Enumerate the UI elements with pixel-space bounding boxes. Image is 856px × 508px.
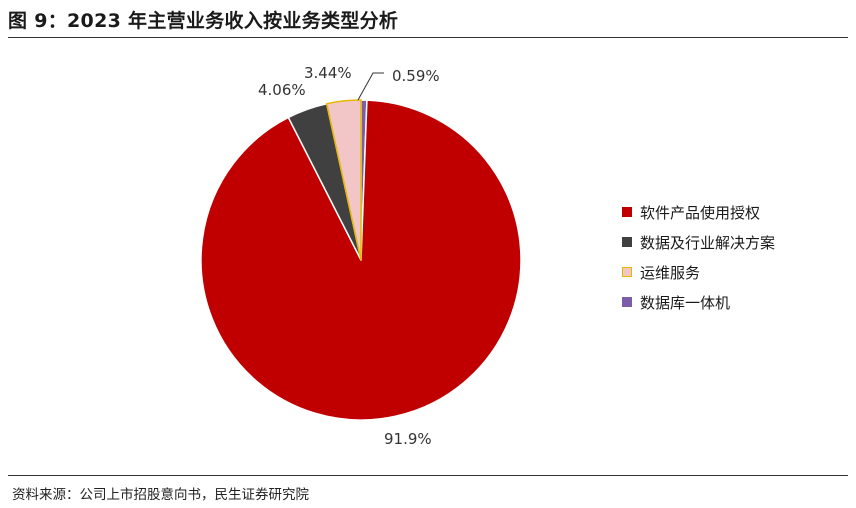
legend-swatch <box>622 297 632 307</box>
data-label: 3.44% <box>304 64 352 82</box>
source-note: 资料来源：公司上市招股意向书，民生证券研究院 <box>12 487 309 503</box>
legend: 软件产品使用授权 数据及行业解决方案 运维服务数据库一体机 <box>622 197 775 317</box>
legend-item: 软件产品使用授权 <box>622 197 775 227</box>
legend-label: 数据库一体机 <box>640 293 731 312</box>
leader-lines <box>357 72 384 101</box>
legend-swatch <box>622 267 632 277</box>
pie-slice-4 <box>325 99 362 261</box>
leader-line <box>357 72 384 101</box>
legend-label: 运维服务 <box>640 263 701 282</box>
legend-label: 软件产品使用授权 <box>640 203 761 222</box>
data-labels: 0.59% 91.9% 4.06%3.44% <box>258 64 440 448</box>
legend-swatch <box>622 237 632 247</box>
data-label: 4.06% <box>258 81 306 99</box>
data-label: 91.9% <box>384 430 432 448</box>
pie-slices <box>200 99 522 421</box>
title-divider <box>8 37 848 38</box>
legend-item: 数据库一体机 <box>622 287 775 317</box>
legend-label: 数据及行业解决方案 <box>640 233 776 252</box>
legend-swatch <box>622 207 632 217</box>
legend-item: 数据及行业解决方案 <box>622 227 775 257</box>
data-label: 0.59% <box>392 67 440 85</box>
chart-title: 图 9：2023 年主营业务收入按业务类型分析 <box>8 10 399 32</box>
legend-item: 运维服务 <box>622 257 775 287</box>
pie-chart: 0.59% 91.9% 4.06%3.44% <box>200 64 522 448</box>
source-divider <box>8 475 848 476</box>
